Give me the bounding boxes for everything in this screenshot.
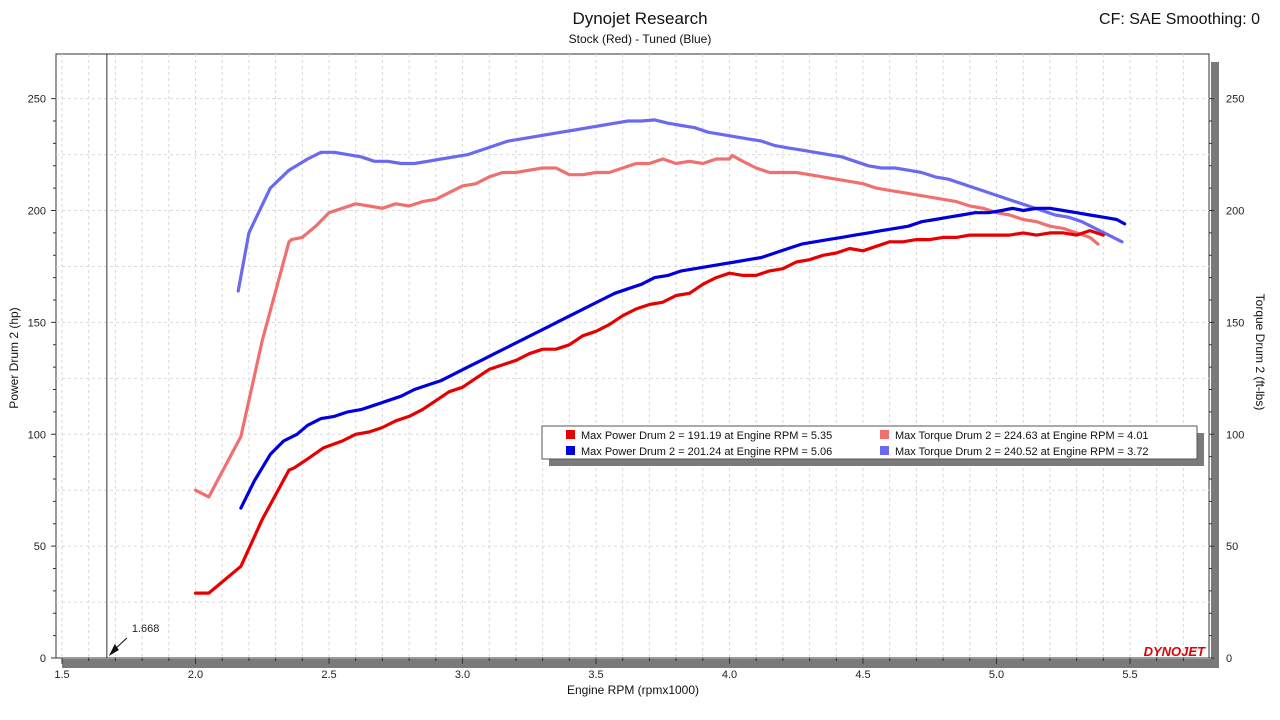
y-tick-label-right: 150: [1226, 317, 1244, 329]
x-tick-label: 3.5: [588, 669, 603, 681]
series-line-tuned-power: [239, 206, 1127, 510]
legend-swatch-stock-torque: [880, 430, 889, 439]
legend-swatch-stock-power: [566, 430, 575, 439]
x-tick-label: 3.0: [455, 669, 470, 681]
legend-box: [541, 425, 1198, 460]
cursor-label: 1.668: [132, 623, 160, 635]
plot-area: [55, 53, 1210, 659]
x-axis-label: Engine RPM (rpmx1000): [567, 683, 699, 697]
x-tick-label: 2.5: [321, 669, 336, 681]
legend-entry-tuned-torque: Max Torque Drum 2 = 240.52 at Engine RPM…: [895, 446, 1149, 458]
grid-lines: [56, 54, 1209, 658]
legend-entry-stock-power: Max Power Drum 2 = 191.19 at Engine RPM …: [581, 430, 832, 442]
y-axis-left-label: Power Drum 2 (hp): [7, 307, 21, 408]
x-tick-label: 5.5: [1122, 669, 1137, 681]
plot-shadow-right: [1211, 62, 1219, 668]
x-tick-label: 4.0: [722, 669, 737, 681]
y-tick-label-left: 200: [28, 206, 46, 218]
legend-entry-tuned-power: Max Power Drum 2 = 201.24 at Engine RPM …: [581, 446, 832, 458]
y-tick-label-left: 100: [28, 429, 46, 441]
y-tick-label-right: 100: [1226, 429, 1244, 441]
y-tick-label-right: 0: [1226, 653, 1232, 665]
legend: Max Power Drum 2 = 191.19 at Engine RPM …: [541, 425, 1204, 466]
dynojet-logo: DYNOJET: [1144, 644, 1206, 659]
x-tick-label: 4.5: [855, 669, 870, 681]
chart-title: Dynojet Research: [572, 9, 707, 28]
y-tick-label-left: 0: [40, 653, 46, 665]
x-tick-label: 5.0: [989, 669, 1004, 681]
series-group: [193, 118, 1127, 595]
x-tick-label: 2.0: [188, 669, 203, 681]
y-axis-right-label: Torque Drum 2 (ft-lbs): [1253, 294, 1267, 411]
series-line-stock-torque: [193, 153, 1100, 499]
y-tick-label-left: 250: [28, 94, 46, 106]
cursor-marker: 1.668: [108, 623, 160, 656]
correction-factor-label: CF: SAE Smoothing: 0: [1099, 11, 1260, 28]
cursor-arrow-head-icon: [108, 644, 119, 656]
series-line-tuned-torque: [236, 118, 1124, 293]
y-tick-label-left: 50: [34, 541, 46, 553]
x-tick-label: 1.5: [54, 669, 69, 681]
y-tick-label-right: 250: [1226, 94, 1244, 106]
legend-entry-stock-torque: Max Torque Drum 2 = 224.63 at Engine RPM…: [895, 430, 1149, 442]
plot-shadow-bottom: [62, 659, 1219, 668]
y-tick-label-right: 50: [1226, 541, 1238, 553]
chart-subtitle: Stock (Red) - Tuned (Blue): [569, 32, 712, 46]
series-line-stock-power: [193, 229, 1105, 595]
axis-ticks: 1.5 2.0 2.5 3.0 3.5 4.0 4.5 5.0 5.5 0 50 100 150 200 2…: [28, 94, 1245, 681]
legend-swatch-tuned-power: [566, 446, 575, 455]
y-tick-label-left: 150: [28, 317, 46, 329]
y-tick-label-right: 200: [1226, 206, 1244, 218]
legend-swatch-tuned-torque: [880, 446, 889, 455]
